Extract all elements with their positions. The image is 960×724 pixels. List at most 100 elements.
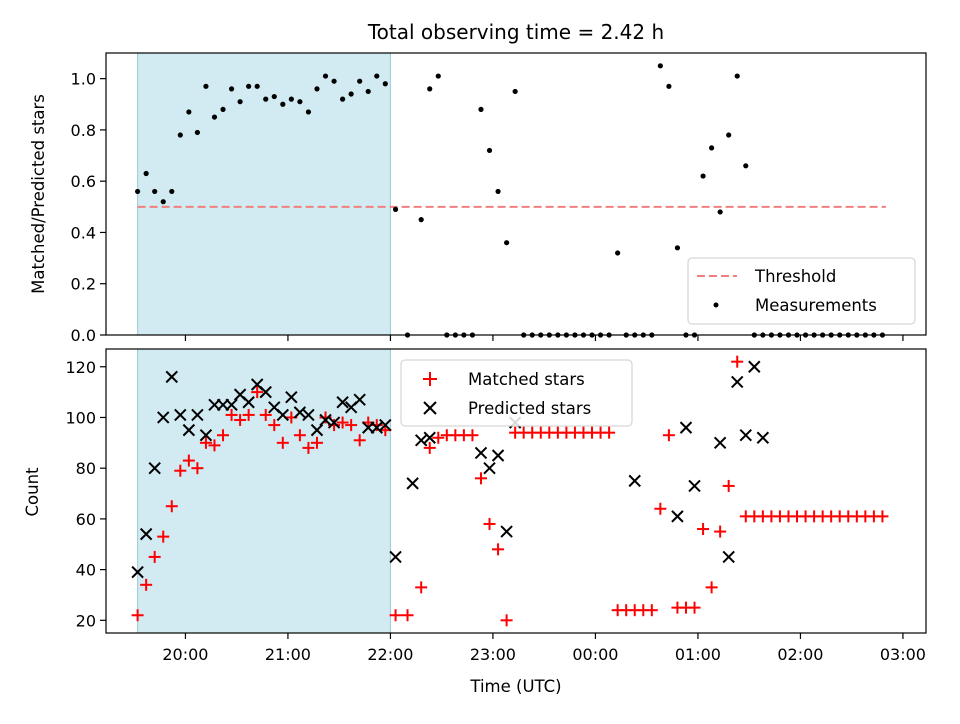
predicted-star-point [165,370,178,384]
predicted-star-point [628,474,641,488]
matched-star-point [662,429,675,442]
matched-star-point [310,436,323,449]
predicted-star-point [500,525,513,538]
matched-star-point [500,614,513,627]
matched-star-point [731,355,744,368]
legend-matched-marker [423,372,437,386]
measurement-point [486,147,493,154]
predicted-star-point [491,449,505,462]
predicted-star-point [474,446,488,460]
x-tick-label: 00:00 [572,645,618,664]
top-plot-frame [105,52,927,336]
predicted-star-point [182,423,196,437]
matched-star-point [157,530,170,543]
top-y-tick-label: 0.4 [71,223,96,242]
measurement-point [478,106,484,112]
measurement-point [700,173,706,179]
measurement-point [340,96,346,102]
x-tick-label: 03:00 [880,645,926,664]
matched-star-point [191,462,204,475]
x-tick-label: 02:00 [777,645,823,664]
bottom-panel: 20 40 60 80 100 120 20:00 21:00 22:00 23:00 00:00 0… [65,348,927,664]
legend-predicted-label: Predicted stars [468,399,591,418]
predicted-star-point [713,436,727,450]
matched-star-point [259,408,272,421]
matched-star-point [140,578,153,591]
measurement-point [734,73,740,79]
matched-star-point [217,429,230,442]
measurement-point [717,209,723,215]
matched-star-point [276,436,289,449]
matched-star-point [251,386,264,399]
measurement-point [495,188,501,195]
top-y-tick-label: 0.2 [71,275,96,294]
matched-star-point [389,609,402,622]
matched-star-point [148,550,161,563]
measurement-point [374,73,380,79]
predicted-star-point [379,418,392,432]
measurement-point [512,88,518,95]
matched-star-point [705,581,718,594]
predicted-star-point [739,429,752,442]
predicted-star-point [731,375,744,389]
measurement-point [674,245,681,251]
measurement-point [357,78,363,84]
predicted-star-point [139,527,153,541]
predicted-star-point [688,479,701,493]
top-y-tick-label: 0.8 [71,121,96,140]
measurement-point [220,106,226,112]
measurement-point [615,250,621,256]
bottom-y-tick-label: 40 [76,561,96,580]
measurement-point [263,96,269,102]
measurement-point [177,132,183,138]
matched-star-point [688,601,701,614]
measurement-point [211,114,218,120]
predicted-star-point [148,461,161,475]
matched-star-point [483,517,496,530]
matched-star-point [353,434,366,447]
matched-star-point [603,426,616,439]
measurement-point [135,188,141,195]
matched-star-point [714,525,727,538]
measurement-point [427,86,433,92]
legend-measurements-marker [713,302,719,308]
predicted-star-point [423,431,436,444]
predicted-star-point [310,423,324,437]
measurement-point [254,83,260,89]
measurement-point [418,217,424,223]
measurement-point [246,83,252,89]
matched-star-point [370,419,383,432]
measurement-point [237,99,243,105]
predicted-star-point [353,393,366,406]
matched-star-point [474,472,487,485]
predicted-star-point [389,550,402,564]
measurement-point [203,83,209,89]
legend-predicted-marker [423,401,437,415]
matched-star-point [645,604,658,617]
legend-measurements-label: Measurements [755,296,877,315]
predicted-star-point [276,408,290,422]
measurement-point [666,83,672,89]
predicted-star-point [756,431,770,444]
matched-star-point [268,419,281,432]
predicted-star-point [285,390,298,404]
measurement-point [435,73,441,79]
predicted-star-point [671,510,684,523]
measurement-point [297,99,303,105]
matched-star-point [336,416,349,429]
top-panel: 0.0 0.2 0.4 0.6 0.8 1.0 [71,52,927,345]
predicted-star-point [242,396,255,409]
matched-star-point [492,543,505,556]
matched-star-point [876,510,889,523]
x-tick-label: 21:00 [265,645,311,664]
measurement-point [314,86,320,92]
bottom-legend: Matched stars Predicted stars [400,359,633,427]
bottom-y-tick-label: 60 [76,510,96,529]
predicted-star-point [483,461,496,475]
measurement-point [743,163,749,169]
measurement-point [365,88,371,95]
bottom-y-tick-label: 20 [76,611,96,630]
matched-star-point [345,419,358,432]
measurement-point [160,199,166,205]
top-legend: Threshold Measurements [687,257,916,325]
